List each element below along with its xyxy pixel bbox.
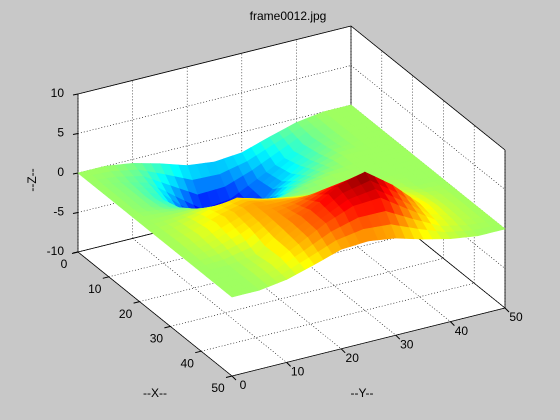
y-tick-label: 10 [291, 365, 305, 379]
y-tick-label: 40 [455, 324, 469, 338]
axis-edge [77, 251, 233, 377]
y-tick-label: 50 [509, 310, 523, 324]
x-tick [164, 325, 171, 329]
x-tick-label: 20 [119, 307, 133, 321]
x-tick-label: 50 [211, 381, 225, 395]
grid-line [77, 65, 352, 134]
y-tick-label: 30 [400, 337, 414, 351]
grid-line [201, 282, 475, 352]
z-tick-label: -5 [53, 205, 64, 219]
y-tick-label: 20 [346, 351, 360, 365]
y-tick [504, 307, 510, 313]
x-tick-label: 40 [181, 356, 195, 370]
x-tick [102, 276, 109, 279]
z-tick-label: 5 [57, 126, 64, 140]
grid-line [77, 104, 352, 174]
z-tick [72, 93, 79, 96]
y-tick [231, 375, 237, 381]
y-tick-label: 0 [240, 378, 247, 392]
z-tick [72, 133, 79, 135]
x-tick [133, 301, 140, 304]
y-tick [286, 362, 291, 367]
axis-edge [231, 307, 506, 377]
z-tick [72, 172, 79, 175]
z-tick-label: 10 [51, 86, 65, 100]
x-tick [225, 375, 233, 378]
x-tick-label: 0 [61, 257, 68, 271]
z-tick [72, 212, 79, 214]
y-tick [395, 334, 401, 340]
z-axis-label: --Z-- [25, 168, 39, 191]
z-tick-label: 0 [57, 165, 64, 179]
z-tick-label: -10 [47, 244, 65, 258]
y-axis-label: --Y-- [351, 386, 374, 400]
x-tick [195, 350, 202, 354]
grid-line [170, 258, 444, 327]
grid-line [139, 233, 413, 302]
x-axis-label: --X-- [143, 386, 167, 400]
axis-edge [350, 25, 506, 151]
chart-title: frame0012.jpg [250, 9, 327, 23]
axis-edge [77, 25, 352, 95]
y-tick [450, 321, 455, 326]
z-tick [72, 251, 79, 254]
surface-facet [226, 290, 242, 298]
x-tick-label: 30 [150, 332, 164, 346]
x-tick-label: 10 [88, 282, 102, 296]
y-tick [340, 348, 346, 354]
